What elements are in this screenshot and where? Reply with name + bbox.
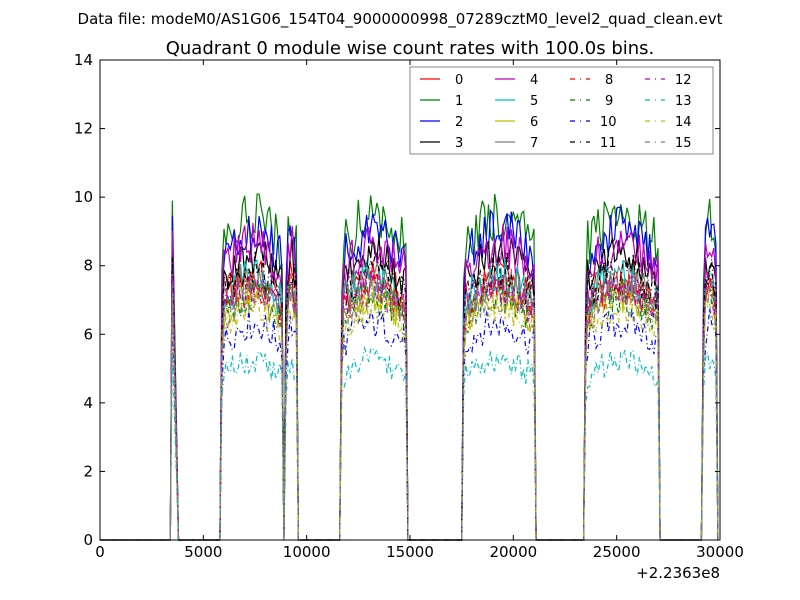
- series-group: [100, 193, 719, 541]
- series-line-13: [100, 345, 719, 541]
- legend-label-7: 7: [530, 136, 538, 151]
- y-tick-label: 14: [74, 51, 93, 69]
- y-tick-label: 2: [83, 462, 93, 480]
- legend-label-2: 2: [455, 115, 463, 130]
- legend-label-8: 8: [605, 73, 613, 88]
- x-tick-label: 0: [95, 543, 105, 561]
- axis-ticks: 0 5000 10000 15000 20000 25000 300000246810121…: [74, 51, 744, 561]
- y-tick-label: 6: [83, 325, 93, 343]
- legend-label-3: 3: [455, 136, 463, 151]
- legend-label-1: 1: [455, 94, 463, 109]
- chart-title: Quadrant 0 module wise count rates with …: [166, 38, 655, 59]
- legend-label-6: 6: [530, 115, 538, 130]
- series-line-9: [100, 276, 719, 541]
- y-tick-label: 10: [74, 188, 93, 206]
- x-tick-label: 20000: [489, 543, 537, 561]
- series-line-1: [100, 193, 719, 541]
- legend-label-12: 12: [675, 73, 692, 88]
- series-line-15: [100, 277, 719, 541]
- legend-label-14: 14: [675, 115, 692, 130]
- x-tick-label: 30000: [696, 543, 744, 561]
- y-tick-label: 0: [83, 531, 93, 549]
- legend-label-4: 4: [530, 73, 538, 88]
- y-tick-label: 4: [83, 394, 93, 412]
- series-line-8: [100, 269, 719, 541]
- legend-label-9: 9: [605, 94, 613, 109]
- legend-label-13: 13: [675, 94, 692, 109]
- legend-label-15: 15: [675, 136, 692, 151]
- legend-label-0: 0: [455, 73, 463, 88]
- y-tick-label: 12: [74, 120, 93, 138]
- legend-label-5: 5: [530, 94, 538, 109]
- series-line-14: [100, 289, 719, 541]
- series-line-11: [100, 250, 719, 541]
- series-line-12: [100, 270, 719, 541]
- series-line-7: [100, 262, 719, 541]
- legend-label-11: 11: [600, 136, 617, 151]
- x-tick-label: 5000: [184, 543, 222, 561]
- legend-box: [409, 66, 714, 155]
- series-line-6: [100, 278, 719, 541]
- x-tick-label: 25000: [593, 543, 641, 561]
- y-tick-label: 8: [83, 257, 93, 275]
- x-tick-label: 15000: [386, 543, 434, 561]
- x-offset-label: +2.2363e8: [636, 564, 720, 582]
- series-line-10: [100, 307, 719, 541]
- legend-label-10: 10: [600, 115, 617, 130]
- x-tick-label: 10000: [283, 543, 331, 561]
- series-line-4: [100, 222, 719, 541]
- suptitle: Data file: modeM0/AS1G06_154T04_90000009…: [78, 10, 723, 29]
